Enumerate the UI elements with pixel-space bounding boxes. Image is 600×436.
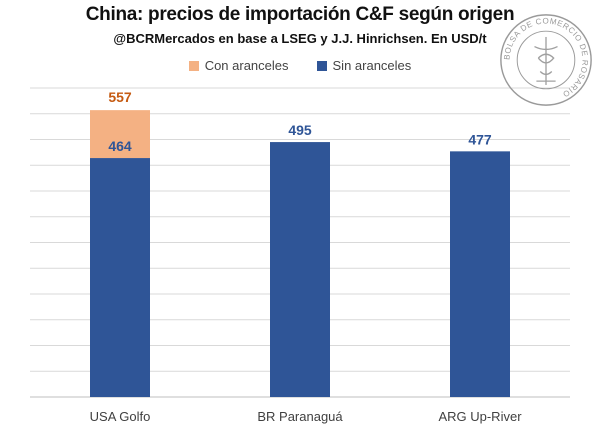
data-label-sin-aranceles: 495	[288, 122, 312, 138]
bcr-seal-logo: BOLSA DE COMERCIO DE ROSARIO	[500, 14, 592, 106]
legend-item-sin-aranceles: Sin aranceles	[316, 58, 412, 73]
data-labels: 464 557 495 477	[108, 89, 492, 154]
legend-item-con-aranceles: Con aranceles	[188, 58, 289, 73]
category-tick-label: ARG Up-River	[438, 409, 522, 424]
data-label-con-aranceles: 557	[108, 89, 132, 105]
bars	[90, 110, 510, 397]
chart-subtitle: @BCRMercados en base a LSEG y J.J. Hinri…	[113, 31, 487, 46]
legend-label-sin-aranceles: Sin aranceles	[332, 58, 412, 73]
bar-sin-aranceles	[450, 151, 510, 397]
legend-label-con-aranceles: Con aranceles	[204, 58, 289, 73]
legend-swatch-con-aranceles	[188, 60, 199, 71]
legend-swatch-sin-aranceles	[316, 60, 327, 71]
bar-sin-aranceles	[270, 142, 330, 397]
category-tick-label: BR Paranaguá	[257, 409, 343, 424]
legend: Con aranceles Sin aranceles	[0, 58, 600, 73]
category-tick-labels: USA Golfo BR Paranaguá ARG Up-River	[90, 409, 523, 424]
bar-con-aranceles	[90, 110, 150, 159]
chart-title: China: precios de importación C&F según …	[85, 4, 515, 25]
data-label-sin-aranceles: 477	[468, 131, 492, 147]
bar-sin-aranceles	[90, 158, 150, 397]
category-tick-label: USA Golfo	[90, 409, 151, 424]
data-label-sin-aranceles: 464	[108, 138, 132, 154]
